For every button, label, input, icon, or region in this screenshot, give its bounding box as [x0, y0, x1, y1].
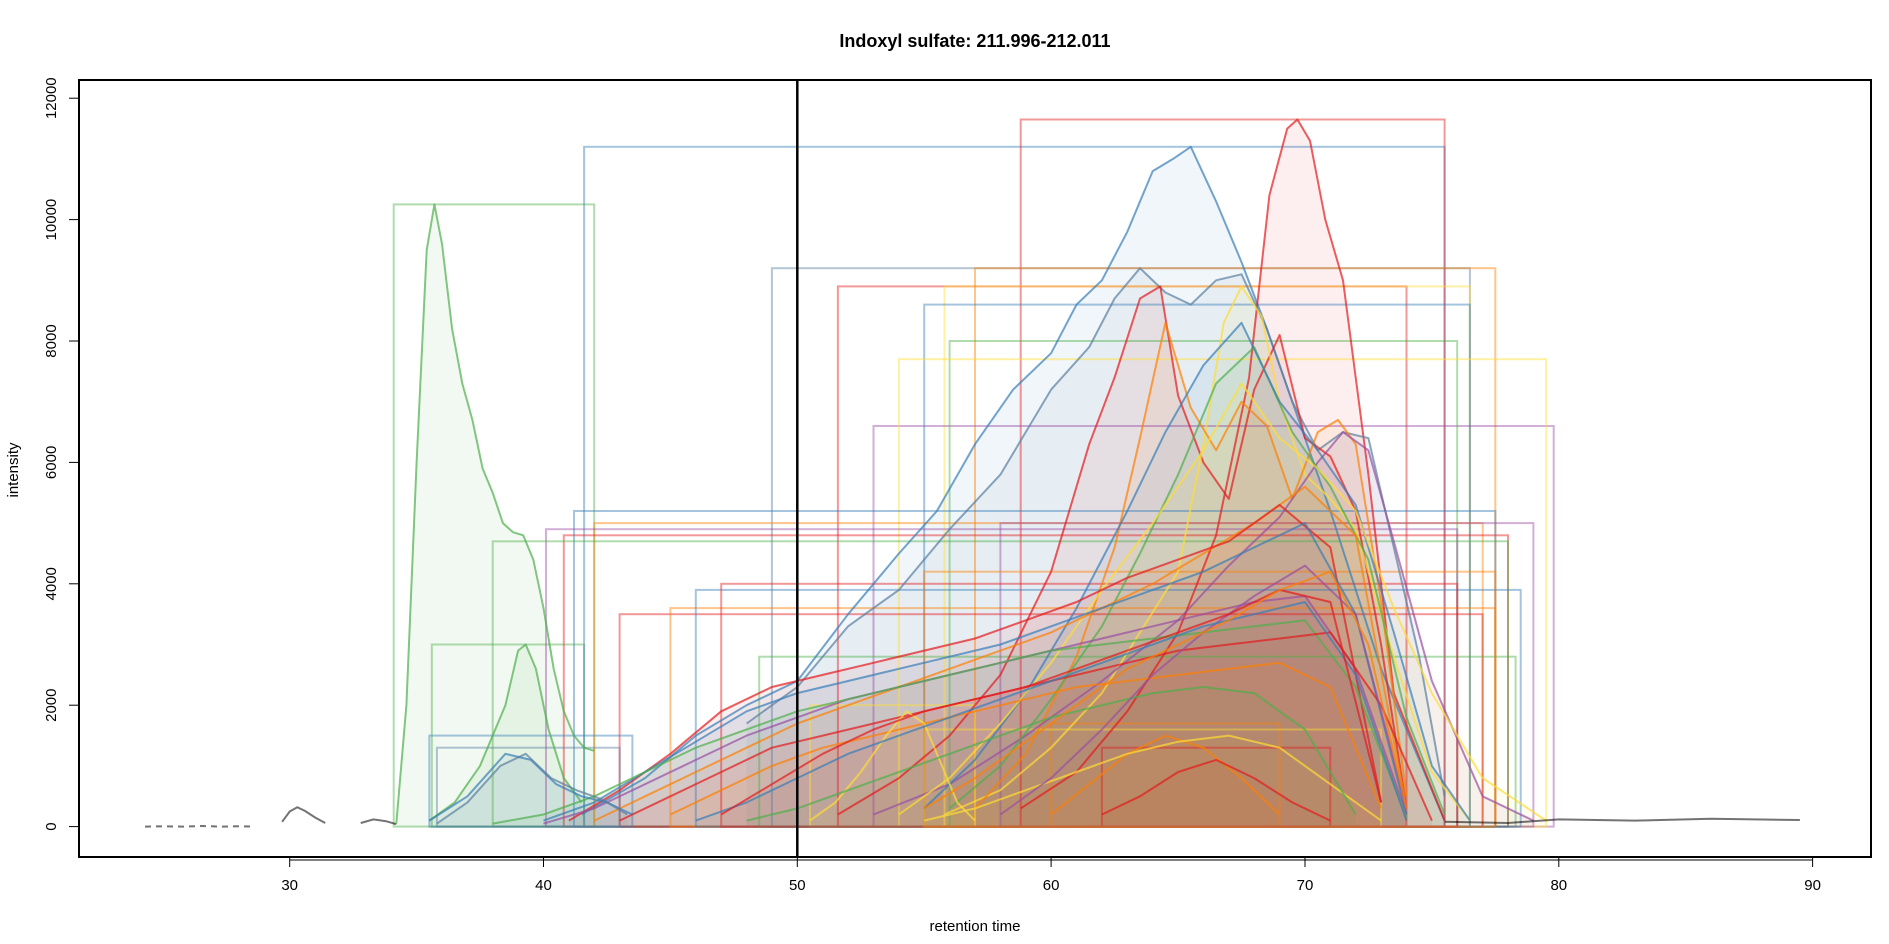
peak-box-7 [943, 285, 1471, 828]
peak-box-4 [1019, 118, 1446, 828]
baseline-noise-4 [1444, 817, 1800, 825]
series-line-5 [746, 267, 1446, 797]
series-line-19 [669, 661, 1383, 816]
peak-box-12 [897, 358, 1548, 828]
plot-frame [78, 79, 1872, 858]
peak-fill-5 [746, 268, 1445, 827]
peak-box-23 [1050, 722, 1281, 828]
series-line-12 [898, 382, 1547, 822]
peak-box-30 [923, 570, 1497, 828]
y-tick-label-8000: 8000 [43, 324, 60, 357]
chart-title: Indoxyl sulfate: 211.996-212.011 [839, 31, 1110, 51]
series-line-26 [746, 686, 1357, 822]
peak-box-10 [948, 340, 1459, 828]
series-line-28 [695, 601, 1408, 822]
peak-box-2 [430, 643, 586, 828]
series-line-24 [1101, 758, 1331, 822]
series-line-6 [837, 285, 1408, 816]
baseline-noise-1 [144, 824, 252, 828]
series-line-17 [492, 619, 1408, 825]
peak-fill-17 [492, 620, 1407, 827]
series-line-1 [395, 203, 595, 824]
peak-fill-18 [619, 632, 1432, 827]
peak-fill-28 [695, 602, 1407, 827]
peak-box-11 [923, 303, 1471, 828]
peak-fill-29 [721, 589, 1382, 827]
series-line-25 [923, 734, 1382, 822]
peak-box-3 [583, 145, 1446, 828]
peak-fill-21 [429, 753, 633, 827]
peak-box-18 [618, 613, 1484, 828]
series-line-9 [873, 431, 1534, 822]
peak-fill-14 [568, 504, 1382, 827]
peak-fill-1 [396, 204, 595, 827]
y-tick-label-6000: 6000 [43, 446, 60, 479]
y-tick-label-10000: 10000 [43, 199, 60, 241]
peak-fill-20 [810, 711, 975, 827]
y-tick-label-4000: 4000 [43, 567, 60, 600]
x-tick-label-80: 80 [1550, 877, 1567, 894]
baseline-noise-2 [281, 806, 326, 824]
x-axis: 30 40 50 60 70 80 90 [281, 857, 1821, 894]
x-tick-label-90: 90 [1804, 877, 1821, 894]
peak-box-16 [545, 528, 1459, 828]
series-line-8 [974, 321, 1408, 810]
y-tick-label-2000: 2000 [43, 689, 60, 722]
peak-box-8 [974, 267, 1497, 828]
peak-box-24 [1100, 746, 1332, 828]
series-line-23 [1050, 734, 1281, 816]
peak-box-28 [694, 588, 1522, 828]
peak-fill-30 [924, 571, 1407, 827]
series-line-10 [948, 346, 1446, 815]
peak-box-19 [669, 607, 1497, 828]
peak-fill-25 [924, 735, 1382, 827]
y-tick-label-12000: 12000 [43, 77, 60, 119]
x-tick-label-50: 50 [789, 877, 806, 894]
peak-box-17 [491, 540, 1509, 828]
y-tick-label-0: 0 [43, 822, 60, 830]
x-axis-label: retention time [930, 918, 1021, 935]
peak-fill-24 [1101, 759, 1331, 827]
series-line-15 [543, 522, 1408, 822]
peak-fill-27 [1000, 565, 1407, 827]
peak-fill-2 [429, 644, 582, 827]
peak-box-1 [392, 203, 596, 828]
x-tick-label-70: 70 [1297, 877, 1314, 894]
peak-box-6 [836, 285, 1408, 828]
peak-box-15 [573, 510, 1497, 828]
peak-fill-6 [837, 286, 1407, 827]
peak-box-5 [770, 267, 1471, 828]
series-line-2 [428, 643, 583, 822]
peak-box-13 [593, 522, 1484, 828]
series-line-30 [923, 570, 1408, 810]
peak-fill-3 [581, 146, 1445, 827]
series-line-layer [395, 118, 1547, 825]
series-line-14 [568, 503, 1383, 822]
peak-box-25 [923, 728, 1383, 828]
peak-box-14 [562, 534, 1509, 828]
x-tick-label-60: 60 [1043, 877, 1060, 894]
peak-box-layer [392, 118, 1555, 828]
y-axis-label: intensity [5, 442, 22, 498]
series-line-7 [944, 285, 1471, 822]
plot-area [144, 80, 1800, 857]
baseline-noise-3 [360, 818, 397, 826]
x-tick-label-40: 40 [535, 877, 552, 894]
y-axis: 0 2000 4000 6000 8000 10000 12000 [43, 77, 79, 831]
peak-fill-19 [670, 662, 1382, 827]
series-line-22 [436, 752, 628, 825]
peak-box-20 [809, 704, 976, 828]
peak-box-9 [872, 425, 1555, 828]
series-line-11 [923, 321, 1471, 822]
peak-fill-26 [746, 687, 1356, 827]
x-tick-label-30: 30 [281, 877, 298, 894]
baseline-noise-layer [144, 806, 1800, 828]
